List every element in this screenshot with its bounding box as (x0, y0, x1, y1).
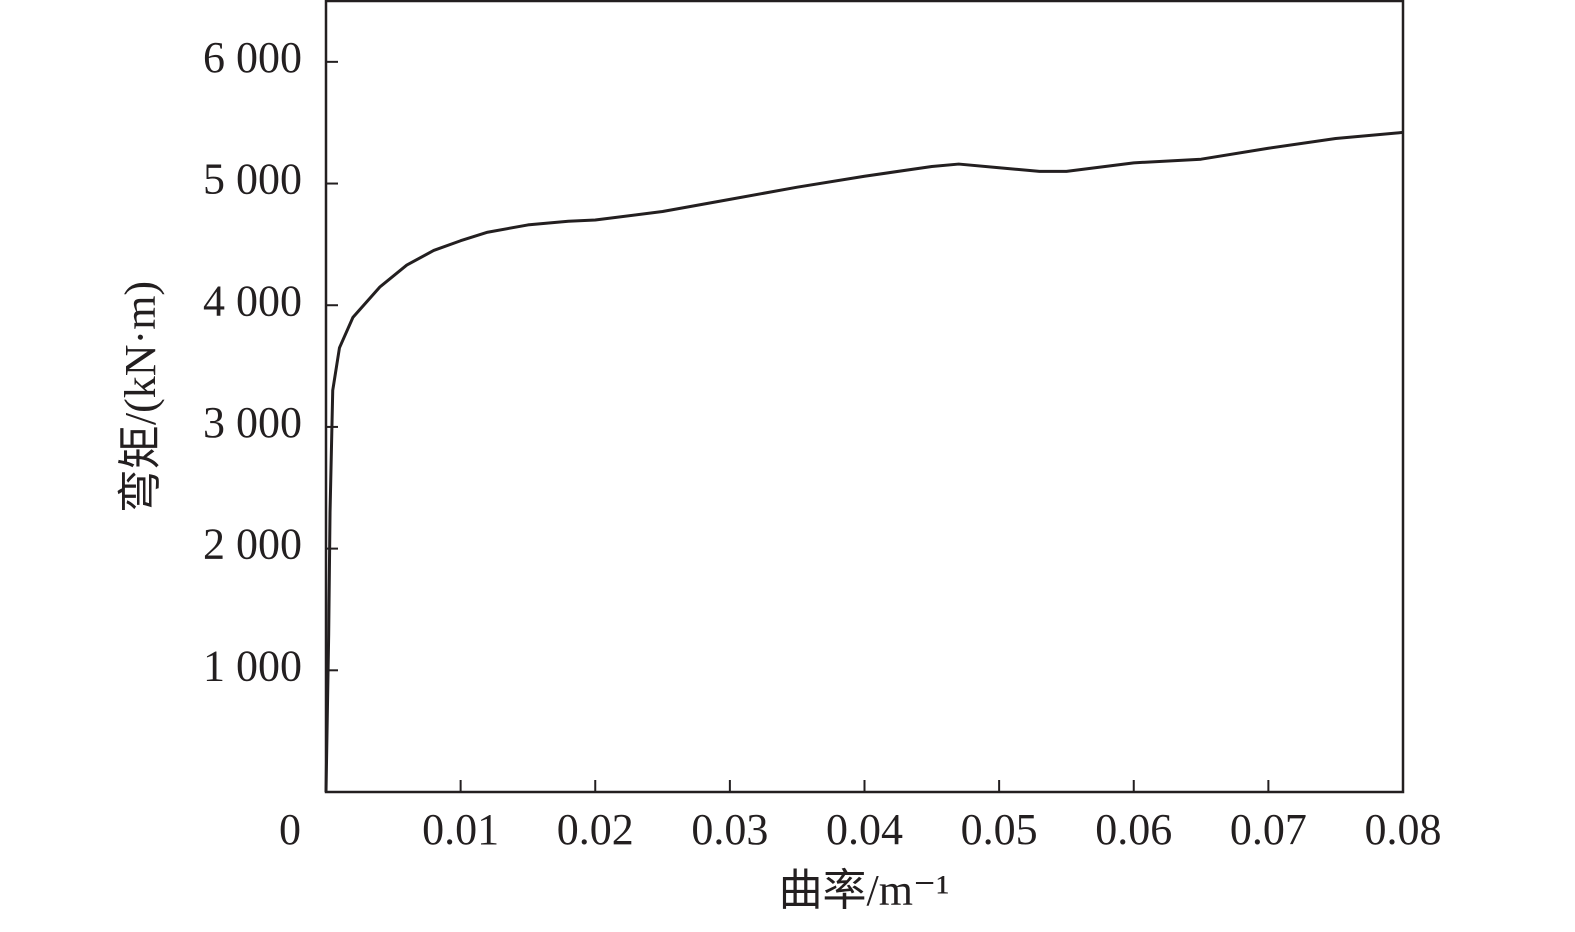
line-series (324, 130, 1404, 793)
y-tick-label: 2 000 (203, 520, 302, 569)
x-tick-label: 0.01 (422, 805, 499, 854)
x-tick-label: 0.07 (1230, 805, 1307, 854)
x-tick-label: 0.05 (961, 805, 1038, 854)
x-tick-label: 0.04 (826, 805, 903, 854)
x-tick-label: 0.06 (1095, 805, 1172, 854)
x-tick-label: 0.03 (691, 805, 768, 854)
x-tick-label: 0.08 (1365, 805, 1442, 854)
x-tick-label: 0 (279, 805, 301, 854)
y-tick-label: 5 000 (203, 155, 302, 204)
y-tick-label: 4 000 (203, 276, 302, 325)
plot-frame (324, 0, 1405, 794)
y-tick-label: 1 000 (203, 641, 302, 690)
y-axis-label: 弯矩/(kN·m) (116, 281, 165, 513)
x-tick-label: 0.02 (557, 805, 634, 854)
y-tick-label: 6 000 (203, 33, 302, 82)
y-tick-label: 3 000 (203, 398, 302, 447)
x-axis-label: 曲率/m⁻¹ (779, 866, 950, 915)
